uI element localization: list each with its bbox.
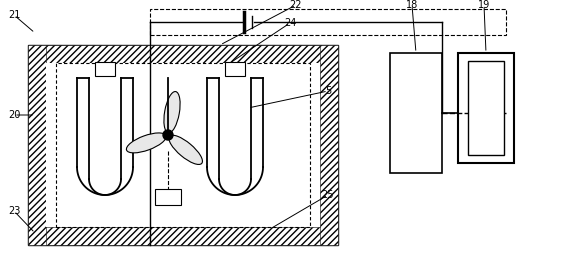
Bar	[28, 45, 46, 245]
Text: 22: 22	[289, 0, 302, 10]
Text: 24: 24	[284, 18, 296, 28]
Bar	[95, 62, 115, 76]
Text: 5: 5	[325, 86, 331, 96]
Bar	[320, 45, 338, 245]
Bar	[390, 53, 442, 173]
Bar	[46, 63, 320, 227]
Bar	[150, 9, 506, 35]
Text: 20: 20	[8, 110, 20, 120]
Bar	[56, 63, 310, 227]
Text: 23: 23	[8, 206, 20, 216]
Bar	[468, 61, 504, 155]
Ellipse shape	[126, 133, 166, 153]
Ellipse shape	[169, 135, 203, 164]
Text: 19: 19	[478, 0, 490, 10]
Text: 18: 18	[406, 0, 418, 10]
Bar	[155, 189, 181, 205]
Bar	[28, 45, 338, 63]
Circle shape	[163, 130, 173, 140]
Bar	[458, 53, 514, 163]
Text: 25: 25	[322, 190, 334, 200]
Bar	[28, 45, 338, 245]
Bar	[225, 62, 245, 76]
Text: 21: 21	[8, 10, 20, 20]
Ellipse shape	[164, 92, 180, 133]
Bar	[28, 227, 338, 245]
